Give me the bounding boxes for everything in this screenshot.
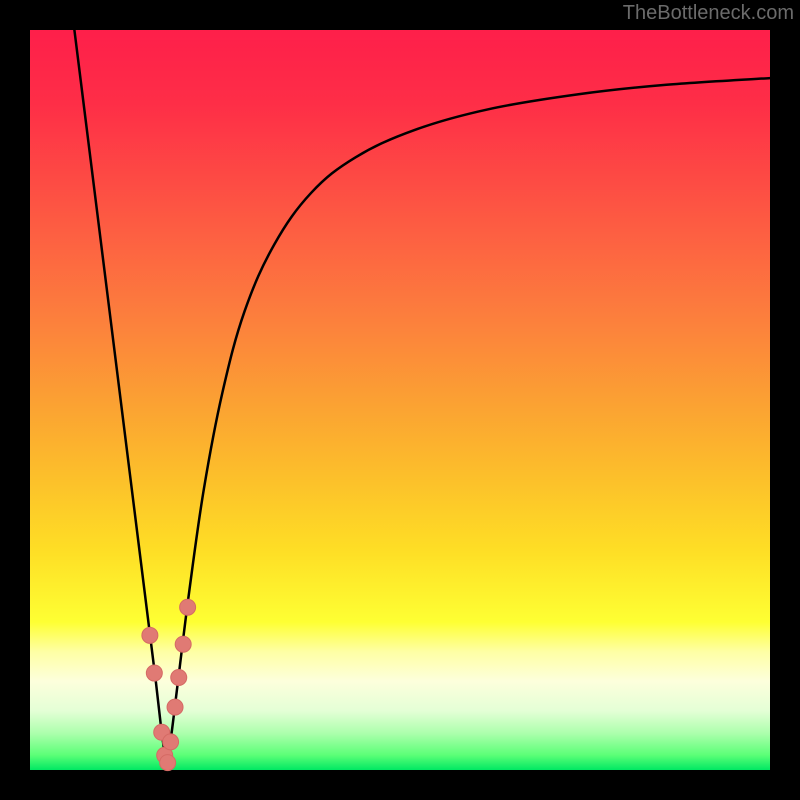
watermark-text: TheBottleneck.com — [623, 2, 794, 25]
data-marker — [175, 636, 191, 652]
bottleneck-chart: TheBottleneck.com — [0, 0, 800, 800]
data-marker — [171, 670, 187, 686]
data-marker — [160, 755, 176, 771]
chart-svg — [0, 0, 800, 800]
data-marker — [142, 627, 158, 643]
data-marker — [146, 665, 162, 681]
data-marker — [180, 599, 196, 615]
data-marker — [163, 734, 179, 750]
data-marker — [167, 699, 183, 715]
chart-background — [30, 30, 770, 770]
